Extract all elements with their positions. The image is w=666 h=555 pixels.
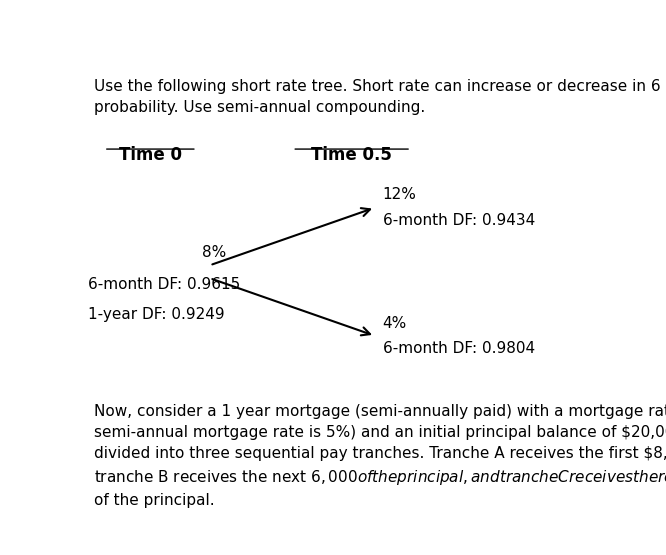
Text: 1-year DF: 0.9249: 1-year DF: 0.9249 xyxy=(89,307,225,322)
Text: Time 0: Time 0 xyxy=(119,145,182,164)
Text: Now, consider a 1 year mortgage (semi-annually paid) with a mortgage rate of 10%: Now, consider a 1 year mortgage (semi-an… xyxy=(93,404,666,508)
Text: 12%: 12% xyxy=(382,187,416,203)
Text: Use the following short rate tree. Short rate can increase or decrease in 6 mont: Use the following short rate tree. Short… xyxy=(93,79,666,115)
Text: 8%: 8% xyxy=(202,245,226,260)
Text: 4%: 4% xyxy=(382,315,407,331)
Text: Time 0.5: Time 0.5 xyxy=(311,145,392,164)
Text: 6-month DF: 0.9804: 6-month DF: 0.9804 xyxy=(382,341,535,356)
Text: 6-month DF: 0.9615: 6-month DF: 0.9615 xyxy=(89,277,240,292)
Text: 6-month DF: 0.9434: 6-month DF: 0.9434 xyxy=(382,213,535,228)
